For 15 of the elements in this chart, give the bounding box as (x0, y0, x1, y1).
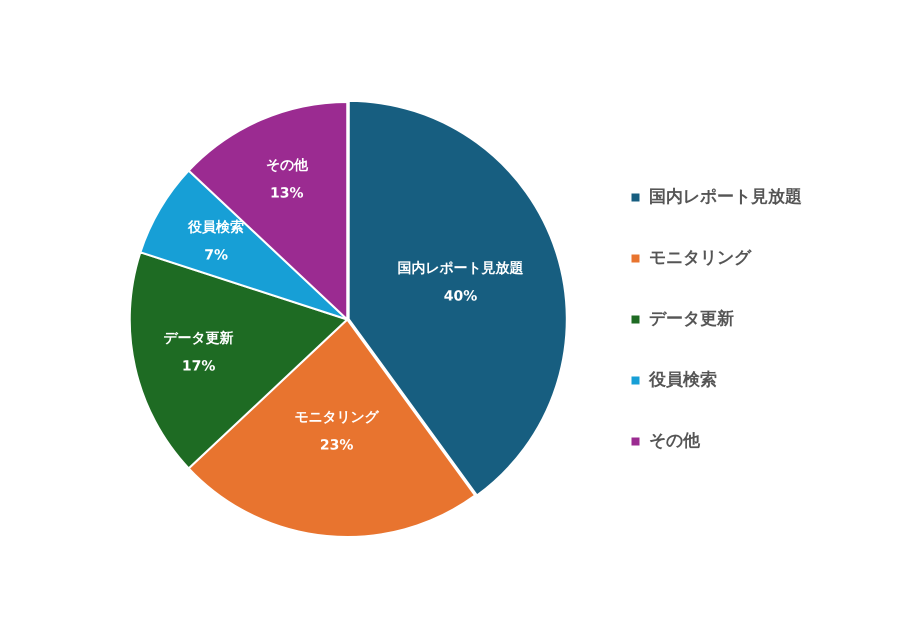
legend-label: モニタリング (649, 248, 752, 268)
data-label: 7% (204, 248, 228, 264)
data-label: 13% (270, 185, 304, 202)
slice-label: モニタリング (294, 410, 380, 426)
data-label: 40% (444, 288, 478, 304)
legend-label: 国内レポート見放題 (649, 186, 802, 207)
slice-label: 国内レポート見放題 (398, 260, 524, 276)
slice-label: 役員検索 (187, 220, 244, 236)
slice-label: データ更新 (164, 329, 234, 346)
legend-label: その他 (649, 430, 701, 451)
legend-label: 役員検索 (648, 370, 717, 390)
data-label: 23% (320, 438, 354, 454)
slice-label: その他 (266, 157, 309, 174)
legend-label: データ更新 (649, 308, 734, 329)
data-label: 17% (182, 358, 216, 374)
